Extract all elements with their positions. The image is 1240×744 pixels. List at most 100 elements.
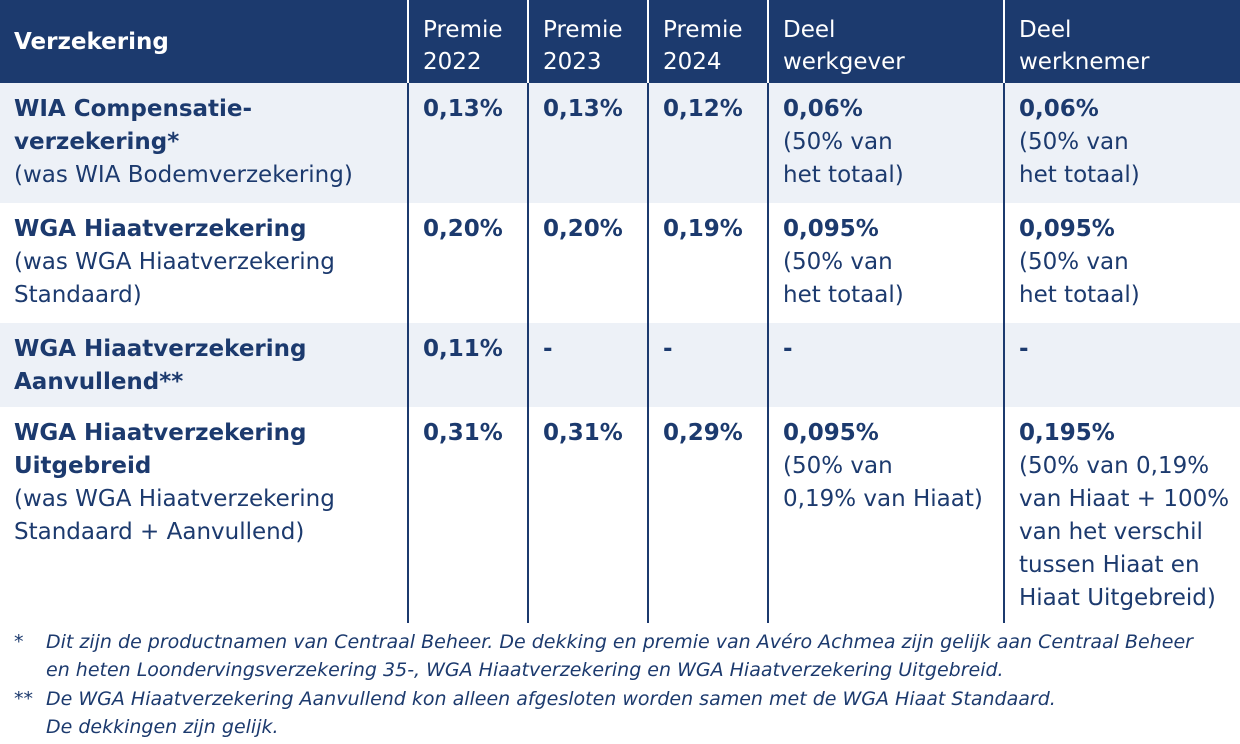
premie-2023-cell: 0,13% [527, 83, 648, 203]
footnote: ** De WGA Hiaatverzekering Aanvullend kon… [14, 685, 1224, 741]
insurance-former-name: (was WIA Bodemverzekering) [14, 162, 353, 188]
share-note: (50% van [783, 249, 893, 275]
deel-werkgever-cell: 0,095% (50% van 0,19% van Hiaat) [767, 407, 1004, 623]
premie-2022-cell: 0,20% [407, 203, 528, 323]
premie-2024-cell: - [647, 323, 768, 407]
share-note: van het verschil [1019, 519, 1203, 545]
premie-2023-cell: - [527, 323, 648, 407]
header-line: werknemer [1019, 49, 1150, 75]
deel-werknemer-cell: 0,195% (50% van 0,19% van Hiaat + 100% van … [1003, 407, 1240, 623]
header-line: Deel [783, 17, 836, 43]
header-verzekering: Verzekering [0, 0, 408, 83]
deel-werknemer-cell: 0,06% (50% van het totaal) [1003, 83, 1240, 203]
premium-value: 0,20% [543, 216, 623, 242]
share-note: tussen Hiaat en [1019, 552, 1200, 578]
footnote: * Dit zijn de productnamen van Centraal B… [14, 628, 1224, 684]
deel-werkgever-cell: 0,095% (50% van het totaal) [767, 203, 1004, 323]
premium-value: 0,29% [663, 420, 743, 446]
insurance-name: WGA Hiaatverzekering [14, 216, 307, 242]
share-value: 0,095% [1019, 216, 1115, 242]
premie-2024-cell: 0,12% [647, 83, 768, 203]
insurance-name: WGA Hiaatverzekering [14, 420, 307, 446]
insurance-former-name: Standaard + Aanvullend) [14, 519, 305, 545]
header-line: werkgever [783, 49, 905, 75]
share-value: 0,06% [1019, 96, 1099, 122]
table-row: WIA Compensatie-verzekering* (was WIA Bod… [0, 83, 1240, 203]
insurance-former-name: (was WGA Hiaatverzekering [14, 486, 335, 512]
insurance-name: verzekering* [14, 129, 180, 155]
insurance-name-cell: WGA Hiaatverzekering (was WGA Hiaatverzek… [0, 203, 408, 323]
table-row: WGA Hiaatverzekering Aanvullend** 0,11% - - -… [0, 323, 1240, 407]
premie-2023-cell: 0,20% [527, 203, 648, 323]
header-row: Verzekering Premie 2022 Premie 2023 Prem… [0, 0, 1240, 83]
share-note: van Hiaat + 100% [1019, 486, 1230, 512]
insurance-name: Uitgebreid [14, 453, 152, 479]
footnote-line: Dit zijn de productnamen van Centraal Be… [46, 631, 1193, 653]
header-line: 2024 [663, 49, 722, 75]
header-line: 2023 [543, 49, 602, 75]
share-note: (50% van [1019, 249, 1129, 275]
footnote-line: en heten Loondervingsverzekering 35-, WG… [46, 659, 1004, 681]
share-note: (50% van 0,19% [1019, 453, 1210, 479]
header-line: Deel [1019, 17, 1072, 43]
insurance-name-cell: WGA Hiaatverzekering Aanvullend** [0, 323, 408, 407]
share-value: 0,06% [783, 96, 863, 122]
header-line: 2022 [423, 49, 482, 75]
premium-value: 0,31% [543, 420, 623, 446]
header-line: Premie [543, 17, 623, 43]
share-value: 0,095% [783, 420, 879, 446]
premie-2023-cell: 0,31% [527, 407, 648, 623]
premium-value: 0,13% [543, 96, 623, 122]
premium-value: 0,20% [423, 216, 503, 242]
deel-werkgever-cell: 0,06% (50% van het totaal) [767, 83, 1004, 203]
insurance-name: WIA Compensatie- [14, 96, 253, 122]
header-premie-2022: Premie 2022 [407, 0, 528, 83]
insurance-name: WGA Hiaatverzekering [14, 336, 307, 362]
insurance-name-cell: WIA Compensatie-verzekering* (was WIA Bod… [0, 83, 408, 203]
table-row: WGA Hiaatverzekering Uitgebreid (was WGA H… [0, 407, 1240, 623]
premium-value: - [543, 336, 553, 362]
premie-2024-cell: 0,29% [647, 407, 768, 623]
premium-value: 0,11% [423, 336, 503, 362]
premie-2022-cell: 0,31% [407, 407, 528, 623]
share-note: het totaal) [1019, 282, 1140, 308]
footnote-text: Dit zijn de productnamen van Centraal Be… [46, 628, 1224, 684]
share-note: het totaal) [783, 162, 904, 188]
premie-2024-cell: 0,19% [647, 203, 768, 323]
premium-value: 0,12% [663, 96, 743, 122]
table-body: WIA Compensatie-verzekering* (was WIA Bod… [0, 83, 1240, 623]
header-deel-werknemer: Deel werknemer [1003, 0, 1240, 83]
header-deel-werkgever: Deel werkgever [767, 0, 1004, 83]
footnote-line: De dekkingen zijn gelijk. [46, 716, 279, 738]
table-header: Verzekering Premie 2022 Premie 2023 Prem… [0, 0, 1240, 83]
share-note: 0,19% van Hiaat) [783, 486, 983, 512]
share-value: 0,195% [1019, 420, 1115, 446]
header-line: Premie [663, 17, 743, 43]
share-note: (50% van [783, 129, 893, 155]
footnote-text: De WGA Hiaatverzekering Aanvullend kon a… [46, 685, 1224, 741]
premie-2022-cell: 0,11% [407, 323, 528, 407]
share-note: (50% van [1019, 129, 1129, 155]
share-note: (50% van [783, 453, 893, 479]
footnote-line: De WGA Hiaatverzekering Aanvullend kon a… [46, 688, 1056, 710]
table-row: WGA Hiaatverzekering (was WGA Hiaatverzek… [0, 203, 1240, 323]
header-premie-2024: Premie 2024 [647, 0, 768, 83]
share-value: - [783, 336, 793, 362]
premium-value: - [663, 336, 673, 362]
share-note: het totaal) [1019, 162, 1140, 188]
share-note: het totaal) [783, 282, 904, 308]
share-note: Hiaat Uitgebreid) [1019, 585, 1216, 611]
insurance-former-name: (was WGA Hiaatverzekering [14, 249, 335, 275]
deel-werknemer-cell: 0,095% (50% van het totaal) [1003, 203, 1240, 323]
share-value: 0,095% [783, 216, 879, 242]
header-line: Premie [423, 17, 503, 43]
header-premie-2023: Premie 2023 [527, 0, 648, 83]
premium-value: 0,19% [663, 216, 743, 242]
premium-value: 0,31% [423, 420, 503, 446]
insurance-name-cell: WGA Hiaatverzekering Uitgebreid (was WGA H… [0, 407, 408, 623]
premium-value: 0,13% [423, 96, 503, 122]
footnote-mark: ** [14, 688, 33, 710]
insurance-name: Aanvullend** [14, 369, 184, 395]
deel-werknemer-cell: - [1003, 323, 1240, 407]
